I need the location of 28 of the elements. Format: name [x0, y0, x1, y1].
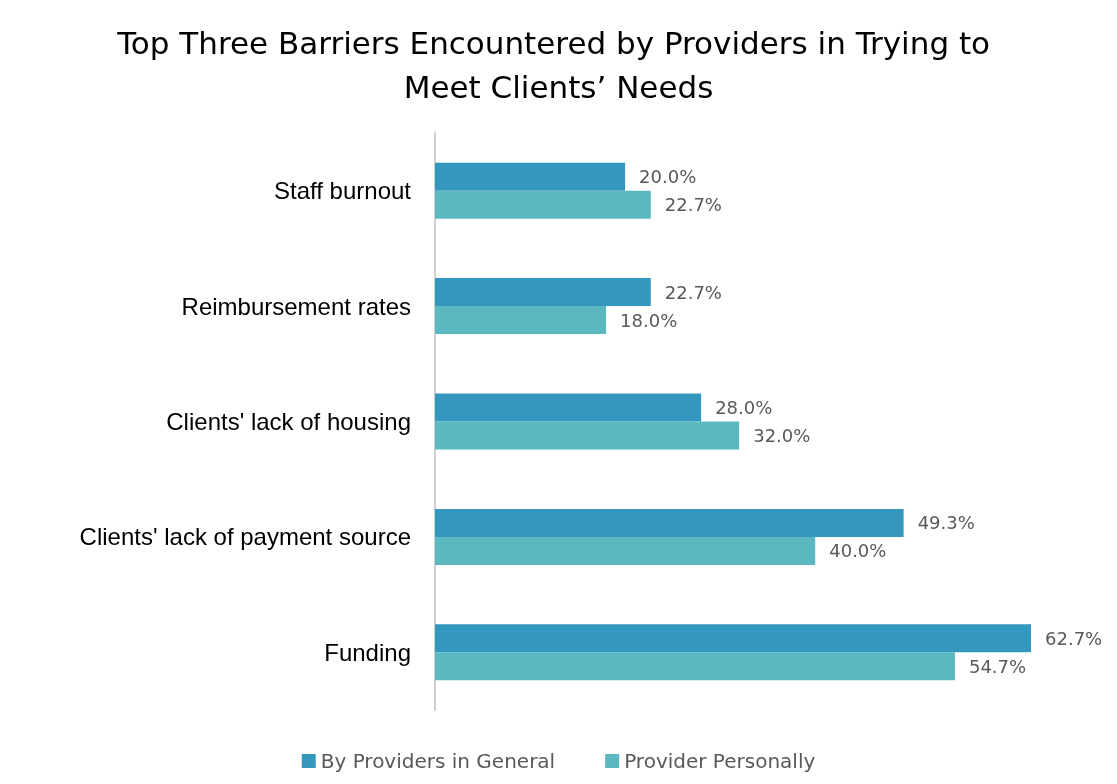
y-tick-label: Clients' lack of housing: [166, 408, 411, 435]
data-label: 40.0%: [829, 540, 887, 562]
bar: [435, 162, 626, 191]
data-label: 22.7%: [664, 194, 722, 216]
legend-label: Provider Personally: [624, 749, 816, 773]
bar: [435, 306, 607, 335]
y-tick-label: Funding: [324, 638, 411, 666]
data-label: 54.7%: [968, 655, 1027, 677]
y-tick-label: Reimbursement rates: [181, 292, 411, 320]
data-label: 18.0%: [620, 309, 678, 331]
data-label: 22.7%: [664, 281, 722, 303]
y-tick-label: Staff burnout: [274, 177, 412, 205]
data-label: 49.3%: [917, 512, 975, 534]
bar: [435, 421, 740, 450]
bar: [435, 190, 651, 219]
bar: [435, 652, 955, 681]
data-label: 28.0%: [715, 397, 773, 418]
chart-title: Top Three Barriers Encountered by Providers in Trying to Meet Clients’ Needs: [116, 25, 1000, 105]
bar: [435, 393, 702, 422]
y-tick-label: Clients' lack of payment source: [79, 523, 411, 551]
bar: [435, 624, 1031, 653]
data-label: 32.0%: [753, 425, 811, 446]
legend-label: By Providers in General: [320, 749, 556, 773]
bar: [435, 278, 651, 307]
bar: [435, 508, 904, 537]
bar: [435, 536, 816, 565]
data-label: 20.0%: [639, 166, 697, 188]
data-label: 62.7%: [1045, 627, 1103, 649]
